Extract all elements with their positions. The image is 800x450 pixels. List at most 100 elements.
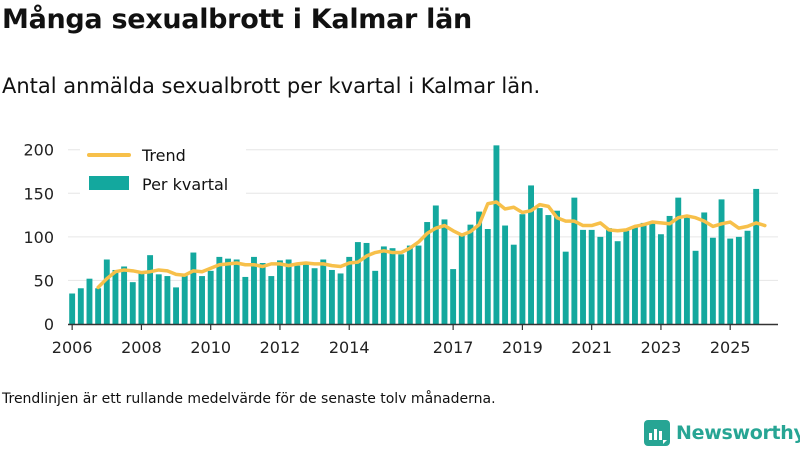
bar bbox=[337, 273, 344, 324]
x-tick-label: 2017 bbox=[433, 338, 474, 357]
bar-series bbox=[69, 145, 760, 324]
bar bbox=[657, 234, 664, 324]
bar bbox=[484, 229, 491, 324]
bar bbox=[346, 256, 353, 324]
bar bbox=[147, 255, 154, 324]
bar bbox=[86, 278, 93, 324]
y-tick-label: 150 bbox=[23, 184, 54, 203]
bar bbox=[268, 276, 275, 324]
y-tick-label: 0 bbox=[44, 315, 54, 334]
bar bbox=[666, 215, 673, 324]
bar bbox=[675, 197, 682, 324]
bar bbox=[692, 250, 699, 324]
bar bbox=[233, 259, 240, 324]
x-tick-label: 2021 bbox=[571, 338, 612, 357]
bar bbox=[103, 259, 110, 324]
bar bbox=[554, 210, 560, 324]
bar bbox=[735, 236, 742, 324]
newsworthy-logo-icon bbox=[644, 420, 670, 446]
brand: Newsworthy bbox=[644, 418, 800, 448]
bar bbox=[225, 258, 231, 324]
bar bbox=[285, 259, 292, 324]
x-axis: 2006 2008 2010 2012 2014 2017 2019 2021 2023 2025 bbox=[52, 324, 751, 357]
x-tick-label: 2010 bbox=[190, 338, 231, 357]
bar bbox=[510, 244, 517, 324]
x-tick-label: 2023 bbox=[641, 338, 682, 357]
bar bbox=[77, 288, 84, 324]
legend-trend-label: Trend bbox=[141, 146, 186, 165]
bar bbox=[242, 276, 249, 324]
bar bbox=[683, 215, 690, 324]
bar bbox=[155, 274, 162, 324]
bar bbox=[95, 288, 102, 324]
bar bbox=[432, 205, 439, 324]
chart-subtitle: Antal anmälda sexualbrott per kvartal i … bbox=[2, 74, 541, 98]
bar bbox=[562, 251, 569, 324]
brand-name: Newsworthy bbox=[676, 422, 800, 444]
bar bbox=[528, 185, 534, 324]
bar bbox=[294, 265, 301, 324]
chart-title: Många sexualbrott i Kalmar län bbox=[2, 4, 472, 35]
bar bbox=[640, 222, 647, 324]
bar bbox=[718, 199, 725, 324]
trend-series bbox=[96, 200, 767, 290]
bar bbox=[138, 271, 145, 324]
bar bbox=[632, 226, 638, 324]
y-tick-label: 200 bbox=[23, 141, 54, 160]
bar bbox=[597, 236, 604, 324]
bar bbox=[398, 254, 405, 324]
bar bbox=[406, 245, 413, 324]
bar bbox=[606, 228, 612, 324]
x-tick-label: 2025 bbox=[710, 338, 751, 357]
bar bbox=[424, 222, 431, 324]
trend-line bbox=[96, 200, 767, 290]
bar bbox=[251, 256, 257, 324]
bar bbox=[389, 248, 396, 324]
bar bbox=[164, 276, 171, 324]
bar bbox=[302, 263, 309, 324]
bar bbox=[311, 268, 318, 324]
bar bbox=[441, 219, 448, 324]
bar bbox=[571, 197, 578, 324]
x-tick-label: 2019 bbox=[502, 338, 543, 357]
x-tick-label: 2012 bbox=[260, 338, 301, 357]
bar bbox=[199, 276, 205, 324]
bar bbox=[709, 237, 716, 324]
bar bbox=[476, 211, 483, 324]
bar bbox=[216, 256, 223, 324]
chart: 0 50 100 150 200 2006 2008 2010 2012 2014 2017 201… bbox=[23, 140, 778, 357]
bar bbox=[259, 263, 266, 324]
bar bbox=[519, 214, 526, 324]
bar bbox=[588, 229, 595, 324]
bar bbox=[328, 269, 335, 324]
bar bbox=[623, 230, 630, 324]
bar bbox=[129, 282, 136, 324]
legend-bar-swatch bbox=[89, 176, 129, 190]
y-tick-label: 50 bbox=[34, 271, 54, 290]
bar bbox=[450, 269, 457, 324]
bar bbox=[372, 270, 379, 324]
legend: Trend Per kvartal bbox=[80, 140, 246, 200]
y-axis: 0 50 100 150 200 bbox=[23, 141, 54, 334]
bar bbox=[363, 242, 370, 324]
bar bbox=[380, 246, 387, 324]
bar bbox=[744, 230, 751, 324]
legend-bar-label: Per kvartal bbox=[142, 175, 228, 194]
bar bbox=[753, 188, 760, 324]
x-tick-label: 2006 bbox=[52, 338, 93, 357]
bar bbox=[112, 269, 119, 324]
bar bbox=[173, 287, 179, 324]
bar bbox=[701, 212, 708, 324]
bar bbox=[277, 260, 283, 324]
bar bbox=[121, 266, 128, 324]
bar bbox=[493, 145, 500, 324]
bar bbox=[415, 245, 422, 324]
bar bbox=[649, 222, 656, 324]
bar bbox=[502, 225, 509, 324]
bar bbox=[320, 259, 327, 324]
bar bbox=[727, 238, 734, 324]
bar bbox=[614, 241, 621, 324]
bar bbox=[69, 293, 76, 324]
bar bbox=[354, 242, 361, 324]
x-tick-label: 2014 bbox=[329, 338, 370, 357]
